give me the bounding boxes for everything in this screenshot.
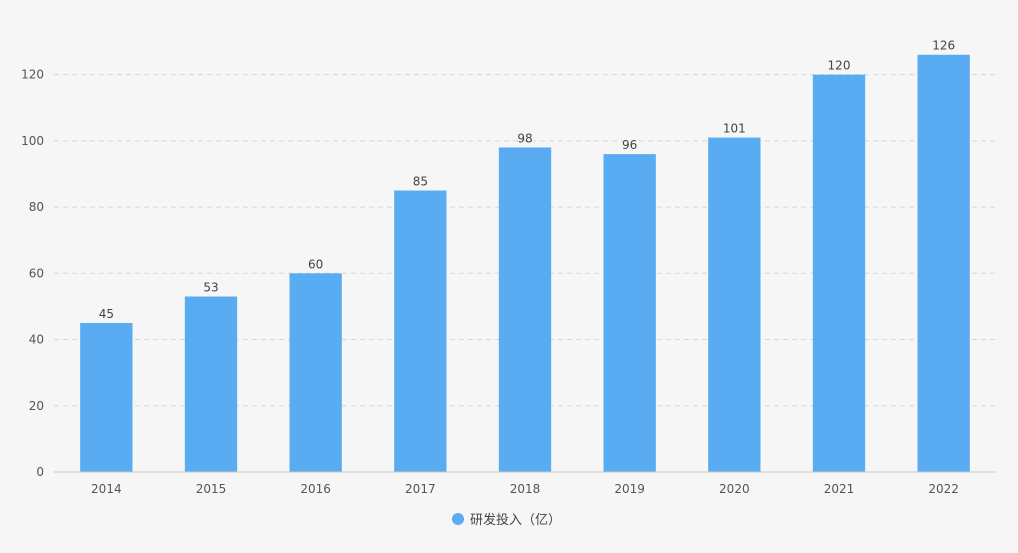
- data-label-2014: 45: [99, 307, 114, 321]
- x-tick-label-2020: 2020: [719, 482, 750, 496]
- x-tick-label-2017: 2017: [405, 482, 436, 496]
- bar-2016[interactable]: [289, 273, 342, 472]
- bar-series: [80, 54, 970, 473]
- bar-2015[interactable]: [184, 296, 238, 472]
- bar-2014[interactable]: [80, 322, 133, 472]
- x-tick-label-2021: 2021: [824, 482, 855, 496]
- bar-2018[interactable]: [498, 147, 552, 472]
- data-label-2016: 60: [308, 257, 323, 271]
- y-tick-label: 60: [29, 266, 44, 280]
- bar-2021[interactable]: [812, 74, 866, 472]
- bar-2022[interactable]: [917, 54, 970, 472]
- data-label-2022: 126: [932, 39, 955, 53]
- bar-2017[interactable]: [394, 190, 447, 472]
- x-tick-label-2019: 2019: [614, 482, 645, 496]
- data-label-2018: 98: [517, 131, 532, 145]
- x-axis: 2014 2015 2016 2017 2018 2019 2020 2021 2022: [54, 471, 996, 496]
- y-tick-label: 0: [36, 465, 44, 479]
- x-tick-label-2015: 2015: [196, 482, 227, 496]
- data-label-2019: 96: [622, 138, 637, 152]
- y-tick-label: 20: [29, 399, 44, 413]
- data-label-2021: 120: [828, 59, 851, 73]
- y-tick-label: 40: [29, 333, 44, 347]
- y-tick-label: 80: [29, 200, 44, 214]
- y-tick-label: 120: [21, 68, 44, 82]
- legend-label: 研发投入（亿）: [470, 512, 561, 528]
- x-tick-label-2016: 2016: [300, 482, 331, 496]
- legend-swatch-icon: [452, 513, 464, 525]
- data-labels: 45 53 60 85 98 96 101 120 126: [99, 39, 955, 321]
- x-tick-label-2018: 2018: [510, 482, 541, 496]
- legend[interactable]: 研发投入（亿）: [452, 512, 561, 528]
- y-axis: 0 20 40 60 80 100 120: [21, 68, 44, 479]
- data-label-2020: 101: [723, 122, 746, 136]
- data-label-2015: 53: [203, 280, 218, 294]
- x-tick-label-2014: 2014: [91, 482, 122, 496]
- bar-2019[interactable]: [603, 154, 656, 473]
- data-label-2017: 85: [413, 175, 428, 189]
- y-tick-label: 100: [21, 134, 44, 148]
- bar-2020[interactable]: [708, 137, 761, 473]
- x-tick-label-2022: 2022: [928, 482, 959, 496]
